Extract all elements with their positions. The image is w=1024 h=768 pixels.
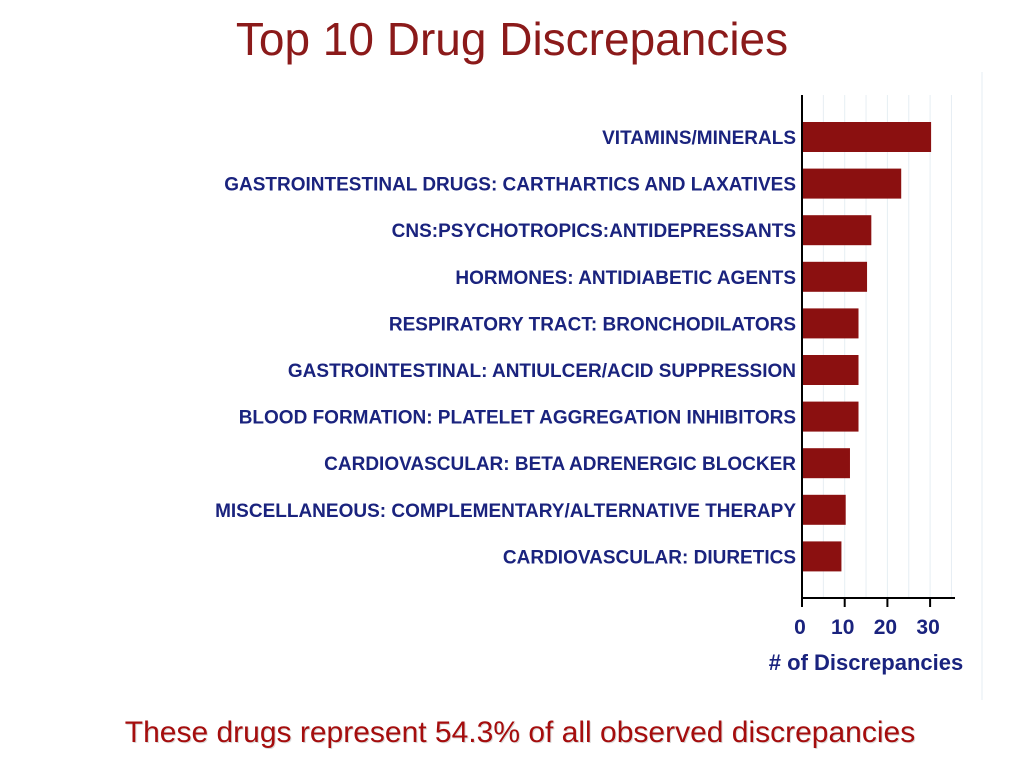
category-label: VITAMINS/MINERALS xyxy=(602,128,796,149)
slide-title: Top 10 Drug Discrepancies xyxy=(235,13,789,65)
x-tick-label: 20 xyxy=(874,616,897,639)
bar-chart: VITAMINS/MINERALS GASTROINTESTINAL DRUGS:… xyxy=(215,72,983,700)
footnote: These drugs represent 54.3% of all obser… xyxy=(124,716,916,749)
bar xyxy=(803,355,859,385)
bar xyxy=(803,261,868,292)
category-label: CARDIOVASCULAR: BETA ADRENERGIC BLOCKER xyxy=(324,454,796,475)
category-label: HORMONES: ANTIDIABETIC AGENTS xyxy=(455,268,796,289)
bar xyxy=(803,448,850,479)
category-label: GASTROINTESTINAL DRUGS: CARTHARTICS AND … xyxy=(224,175,796,196)
x-axis-label: # of Discrepancies xyxy=(769,650,963,675)
category-label: RESPIRATORY TRACT: BRONCHODILATORS xyxy=(389,314,796,335)
bar xyxy=(803,122,932,152)
bar xyxy=(803,308,859,339)
category-label: MISCELLANEOUS: COMPLEMENTARY/ALTERNATIVE… xyxy=(215,501,796,522)
x-tick-label: 30 xyxy=(916,616,939,639)
bar xyxy=(803,215,872,246)
x-tick-label: 0 xyxy=(794,616,806,639)
category-label: CARDIOVASCULAR: DIURETICS xyxy=(503,547,796,568)
category-label: CNS:PSYCHOTROPICS:ANTIDEPRESSANTS xyxy=(392,221,796,242)
bar xyxy=(803,401,859,432)
bar xyxy=(803,168,902,199)
category-label: GASTROINTESTINAL: ANTIULCER/ACID SUPPRES… xyxy=(288,361,796,382)
bar xyxy=(803,494,846,525)
x-tick-label: 10 xyxy=(831,616,854,639)
bar xyxy=(803,541,842,572)
category-label: BLOOD FORMATION: PLATELET AGGREGATION IN… xyxy=(239,408,796,429)
